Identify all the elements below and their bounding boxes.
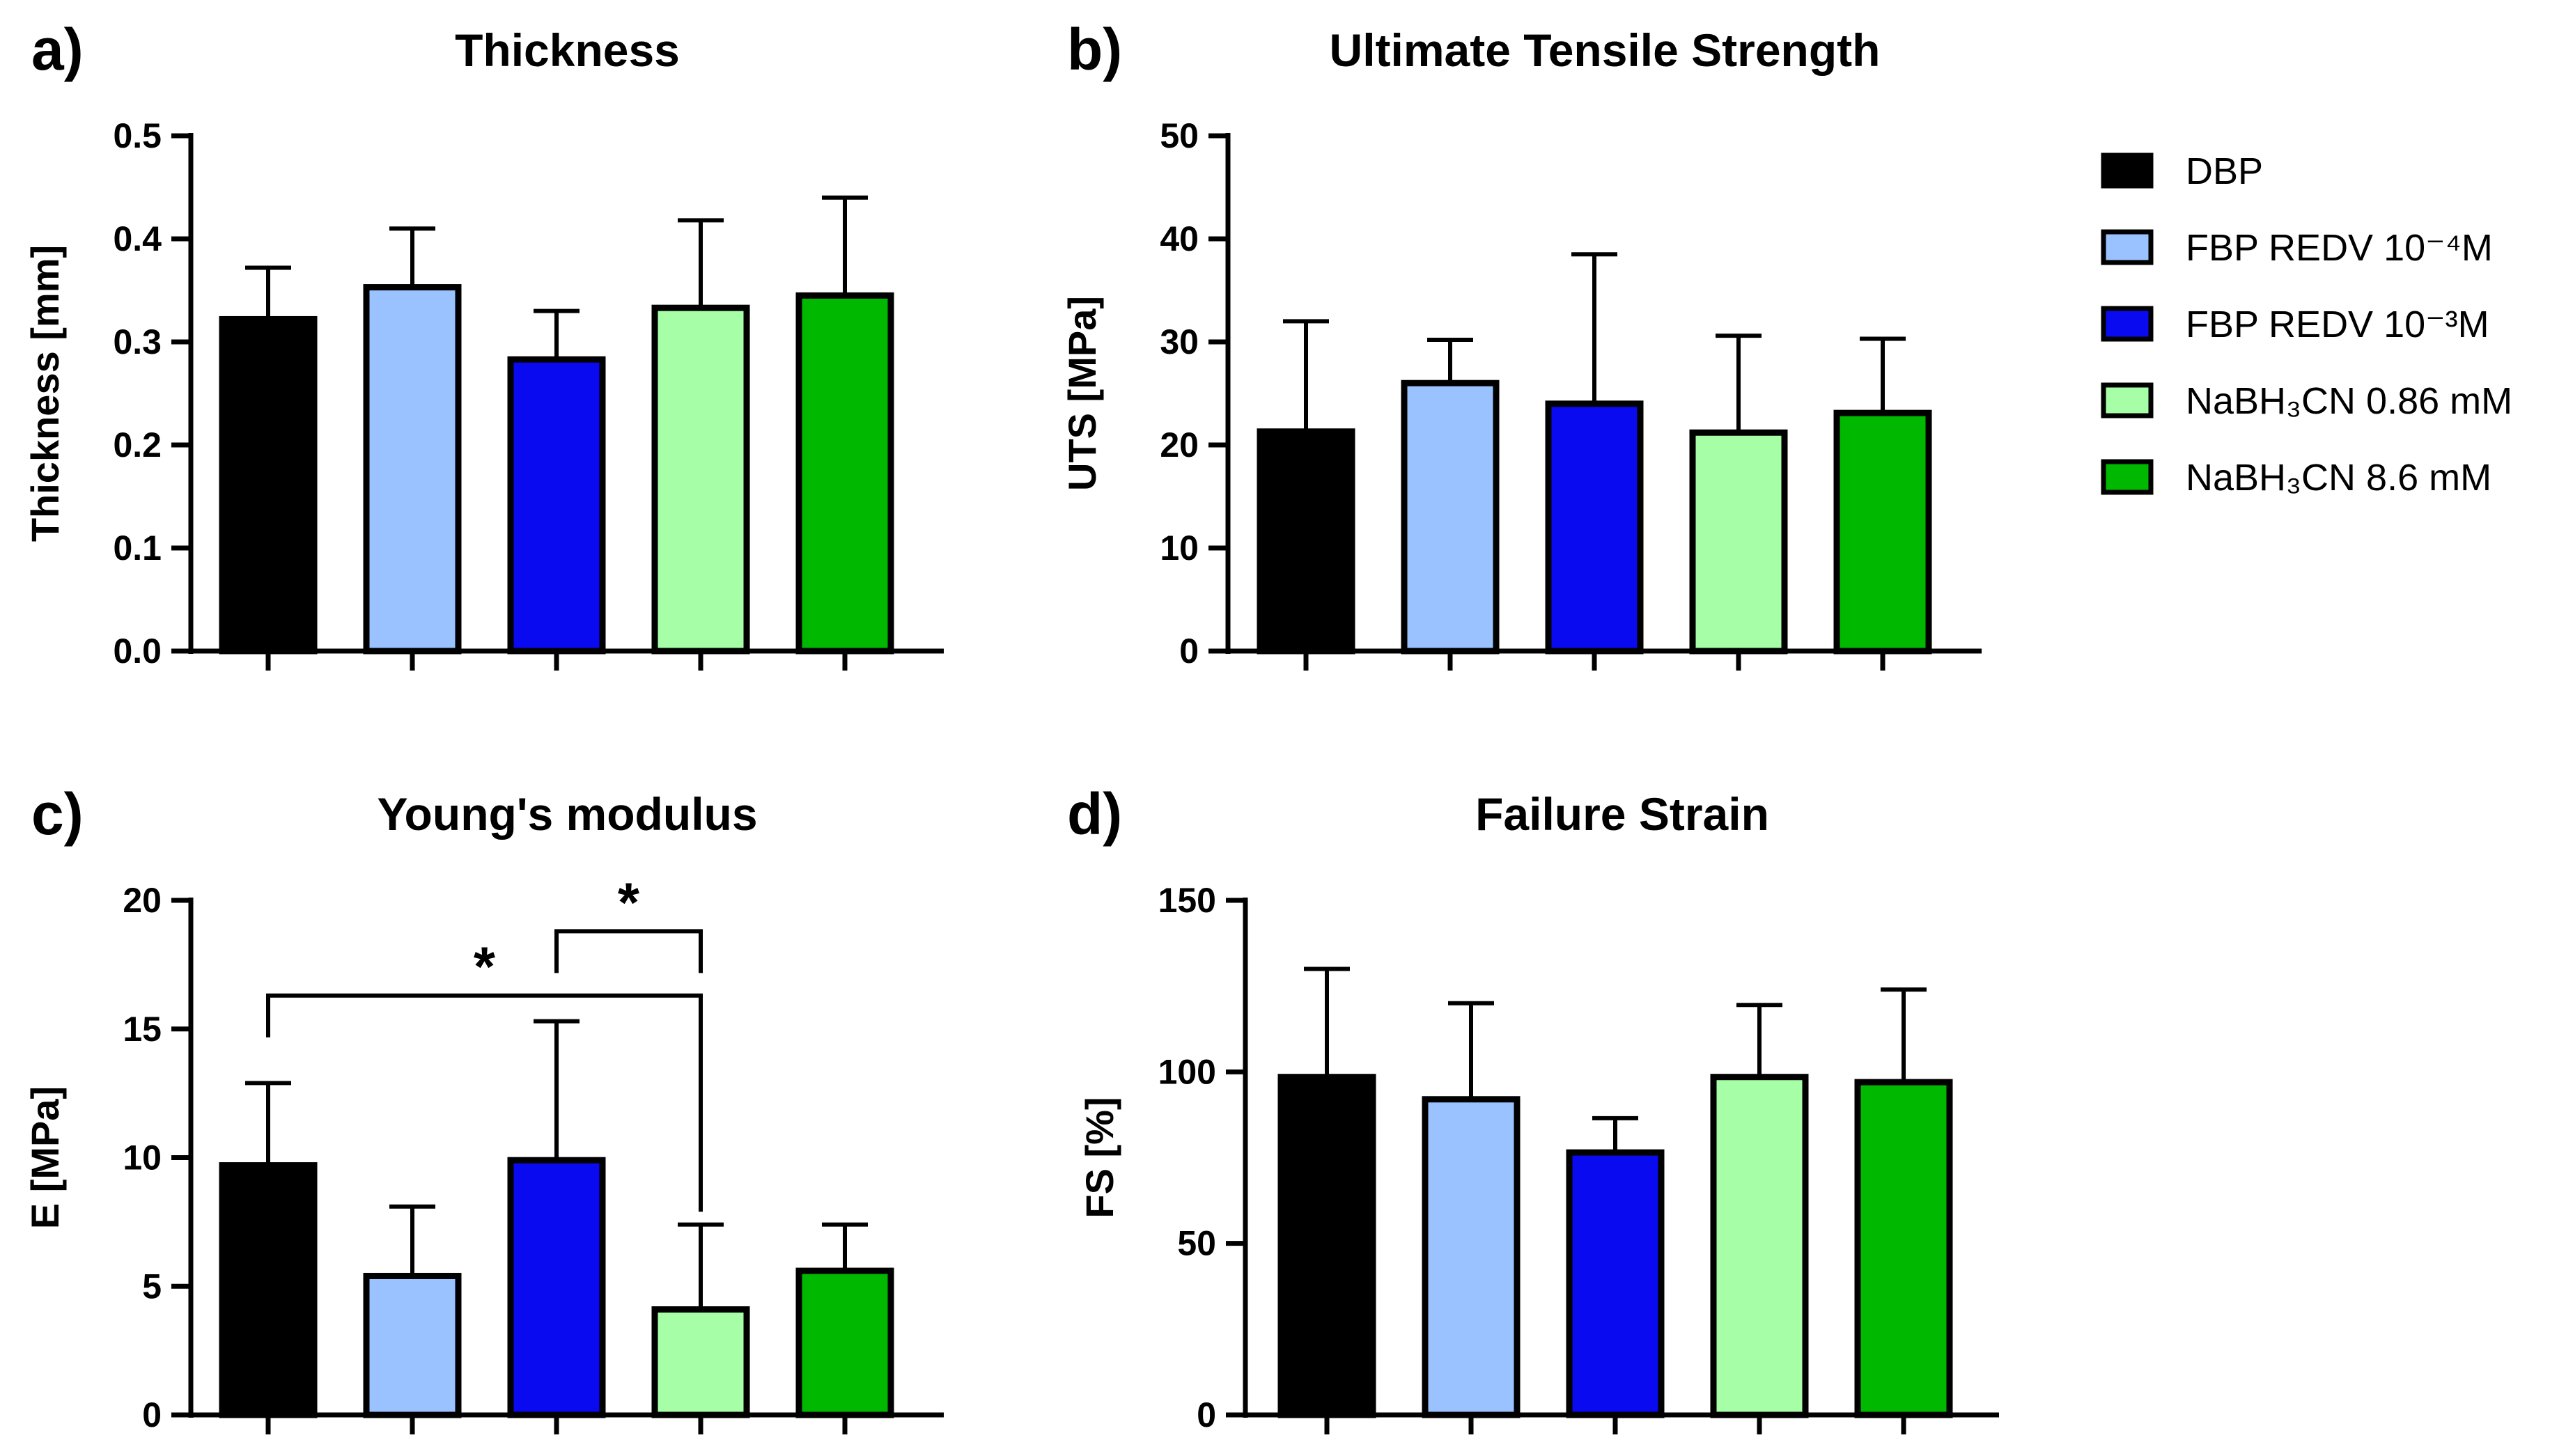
panel-letter: b): [1067, 17, 1122, 82]
significance-marker: *: [474, 936, 496, 998]
legend-label-4: NaBH₃CN 0.86 mM: [2186, 380, 2512, 422]
chart-panel-4: d) Failure Strain FS [%] 0 50 100 150: [1067, 781, 1999, 1434]
bar-5: [795, 292, 894, 655]
chart-panel-2: b) Ultimate Tensile Strength UTS [MPa] 0 10 2…: [1060, 17, 1982, 671]
significance-bracket: [554, 929, 703, 973]
y-tick-label: 15: [123, 1010, 162, 1049]
y-axis-label: E [MPa]: [23, 1086, 67, 1229]
legend-swatch-4: [2101, 382, 2154, 418]
legend-label-1: DBP: [2186, 150, 2263, 192]
y-axis-label: FS [%]: [1078, 1097, 1121, 1218]
y-tick-label: 30: [1160, 322, 1199, 361]
y-tick-label: 50: [1160, 116, 1199, 155]
y-tick-label: 40: [1160, 219, 1199, 258]
bar-1: [1257, 428, 1355, 655]
bar-4: [1689, 429, 1788, 655]
legend-swatch-5: [2101, 459, 2154, 495]
panels-group: a) Thickness Thickness [mm] 0.0 0.1 0.2 0.3 0.4…: [23, 17, 1999, 1434]
chart-title: Young's modulus: [377, 788, 757, 840]
bar-3: [1545, 400, 1644, 655]
y-tick-label: 5: [142, 1267, 162, 1306]
bar-2: [363, 1272, 462, 1418]
bar-2: [363, 284, 462, 655]
bar-1: [1277, 1074, 1376, 1418]
y-axis-label: UTS [MPa]: [1060, 296, 1104, 491]
legend-swatch-1: [2101, 152, 2154, 189]
legend-swatch-2: [2101, 229, 2154, 265]
significance-bracket: [266, 993, 703, 1212]
bar-2: [1422, 1096, 1521, 1418]
y-tick-label: 0.4: [113, 219, 162, 258]
bar-5: [795, 1267, 894, 1418]
bar-3: [1566, 1149, 1665, 1418]
legend-swatch-3: [2101, 306, 2154, 342]
y-tick-label: 10: [123, 1138, 162, 1177]
legend-label-3: FBP REDV 10⁻³M: [2186, 304, 2489, 345]
bar-5: [1854, 1079, 1953, 1418]
panel-letter: d): [1067, 781, 1122, 847]
y-tick-label: 0.1: [113, 529, 162, 567]
chart-panel-3: c) Young's modulus E [MPa] 0 5 10 15 20 * *: [23, 781, 944, 1434]
bar-1: [219, 1162, 318, 1418]
y-tick-label: 0.5: [113, 116, 162, 155]
bar-4: [1710, 1074, 1809, 1418]
significance-marker: *: [618, 871, 640, 933]
bar-3: [507, 356, 606, 655]
legend: DBP FBP REDV 10⁻⁴M FBP REDV 10⁻³M NaBH₃CN 0…: [2101, 150, 2512, 499]
chart-title: Ultimate Tensile Strength: [1330, 24, 1881, 76]
y-tick-label: 0: [1179, 632, 1199, 671]
bar-1: [219, 315, 318, 655]
y-tick-label: 50: [1177, 1224, 1216, 1263]
y-tick-label: 0.2: [113, 425, 162, 464]
legend-label-5: NaBH₃CN 8.6 mM: [2186, 457, 2491, 499]
y-tick-label: 0.0: [113, 632, 162, 671]
legend-label-2: FBP REDV 10⁻⁴M: [2186, 227, 2493, 269]
y-tick-label: 10: [1160, 529, 1199, 567]
bar-2: [1401, 379, 1500, 655]
bar-4: [651, 304, 750, 655]
panel-letter: a): [31, 17, 84, 82]
y-axis-label: Thickness [mm]: [23, 245, 67, 542]
y-tick-label: 0: [142, 1395, 162, 1434]
y-tick-label: 20: [1160, 425, 1199, 464]
chart-title: Failure Strain: [1475, 788, 1769, 840]
y-tick-label: 100: [1158, 1052, 1216, 1091]
y-tick-label: 0: [1197, 1395, 1216, 1434]
panel-letter: c): [31, 781, 84, 847]
bar-4: [651, 1306, 750, 1418]
bar-3: [507, 1157, 606, 1418]
chart-panel-1: a) Thickness Thickness [mm] 0.0 0.1 0.2 0.3 0.4…: [23, 17, 944, 671]
y-tick-label: 20: [123, 881, 162, 920]
chart-title: Thickness: [455, 24, 680, 76]
y-tick-label: 0.3: [113, 322, 162, 361]
bar-5: [1833, 409, 1932, 655]
y-tick-label: 150: [1158, 881, 1216, 920]
